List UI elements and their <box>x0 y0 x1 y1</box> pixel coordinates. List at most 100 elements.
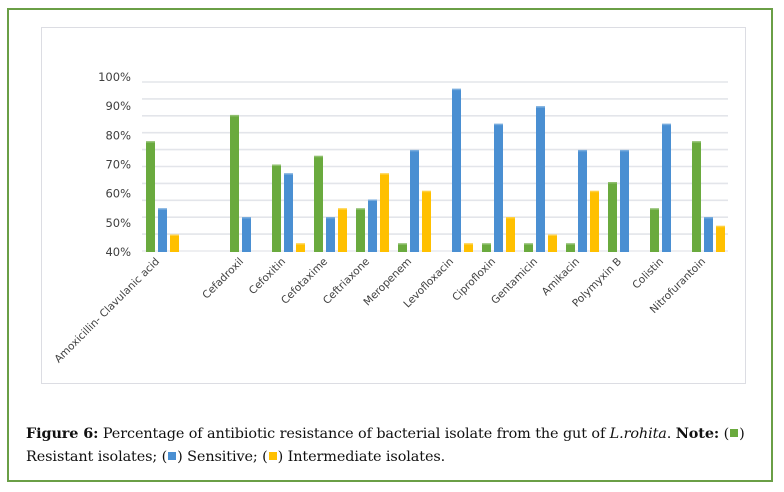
bar-highlight <box>650 208 659 210</box>
bar-resistant <box>314 155 323 252</box>
bar-highlight <box>566 243 575 245</box>
caption-resistant: Resistant isolates; ( <box>26 449 168 465</box>
y-tick-label: 80% <box>105 128 131 142</box>
legend-swatch-resistant <box>730 429 739 437</box>
bar-resistant <box>692 141 701 252</box>
bar-highlight <box>356 208 365 210</box>
x-tick-label: Amikacin <box>540 256 582 298</box>
bar-intermediate <box>338 208 347 252</box>
bar-resistant <box>398 243 407 252</box>
bar-highlight <box>398 243 407 245</box>
bar-resistant <box>608 182 617 252</box>
bar-highlight <box>380 173 389 175</box>
bar-sensitive <box>284 173 293 252</box>
bar-highlight <box>146 141 155 143</box>
x-tick-label: Colistin <box>630 256 666 292</box>
bar-highlight <box>272 164 281 166</box>
bar-highlight <box>422 190 431 193</box>
bar-sensitive <box>578 149 587 252</box>
bar-sensitive <box>242 217 251 252</box>
bar-sensitive <box>662 123 671 253</box>
bar-highlight <box>608 182 617 184</box>
bar-highlight <box>506 217 515 219</box>
legend-swatch-sensitive <box>168 452 177 460</box>
bar-highlight <box>158 208 167 210</box>
x-tick-label: Cefoxitin <box>247 256 288 297</box>
y-axis-ticks: 40% 50% 60% 70% 80% 90% 100% <box>98 70 131 259</box>
bar-highlight <box>662 123 671 126</box>
bar-highlight <box>716 225 725 228</box>
caption-label: Figure 6: <box>26 425 99 442</box>
bar-highlight <box>338 208 347 210</box>
bar-sensitive <box>704 217 713 252</box>
bar-resistant <box>356 208 365 252</box>
bar-intermediate <box>716 225 725 252</box>
caption-text-1: Percentage of antibiotic resistance of b… <box>98 426 610 442</box>
bar-resistant <box>230 114 239 253</box>
bar-highlight <box>482 243 491 245</box>
bar-highlight <box>536 106 545 108</box>
bar-highlight <box>170 234 179 236</box>
bar-highlight <box>524 243 533 245</box>
figure-caption: Figure 6: Percentage of antibiotic resis… <box>26 422 766 469</box>
bar-highlight <box>242 217 251 219</box>
figure-frame <box>7 8 773 482</box>
bar-highlight <box>590 190 599 193</box>
bar-sensitive <box>410 149 419 252</box>
bar-chart: 40% 50% 60% 70% 80% 90% 100% Amoxicillin- Clav… <box>52 70 728 366</box>
bar-highlight <box>704 217 713 219</box>
bar-intermediate <box>464 243 473 252</box>
x-tick-label: Cefadroxil <box>200 256 246 302</box>
bar-highlight <box>368 199 377 201</box>
bar-resistant <box>650 208 659 252</box>
bar-highlight <box>326 217 335 219</box>
y-tick-label: 70% <box>105 158 131 172</box>
bar-resistant <box>482 243 491 252</box>
bars <box>146 88 725 253</box>
y-tick-label: 40% <box>105 245 131 259</box>
y-tick-label: 100% <box>98 70 131 84</box>
bar-sensitive <box>494 123 503 253</box>
bar-highlight <box>410 149 419 152</box>
bar-resistant <box>146 141 155 252</box>
bar-intermediate <box>506 217 515 252</box>
bar-resistant <box>566 243 575 252</box>
caption-close-paren: ) <box>739 426 745 442</box>
bar-sensitive <box>452 88 461 253</box>
y-tick-label: 60% <box>105 187 131 201</box>
gridlines <box>142 81 728 252</box>
caption-note-label: Note: <box>675 425 720 442</box>
bar-resistant <box>524 243 533 252</box>
caption-text-2: . <box>666 426 676 442</box>
y-tick-label: 50% <box>105 216 131 230</box>
bar-highlight <box>620 149 629 152</box>
bar-intermediate <box>296 243 305 252</box>
bar-highlight <box>464 243 473 245</box>
bar-sensitive <box>158 208 167 252</box>
bar-intermediate <box>422 190 431 252</box>
caption-sensitive: ) Sensitive; ( <box>177 449 268 465</box>
caption-intermediate: ) Intermediate isolates. <box>277 449 446 465</box>
bar-sensitive <box>368 199 377 252</box>
bar-intermediate <box>590 190 599 252</box>
bar-sensitive <box>326 217 335 252</box>
bar-highlight <box>578 149 587 152</box>
bar-sensitive <box>620 149 629 252</box>
bar-highlight <box>230 114 239 117</box>
y-tick-label: 90% <box>105 99 131 113</box>
x-tick-label: Amoxicillin- Clavulanic acid <box>52 256 162 366</box>
caption-species: L.rohita <box>609 426 667 442</box>
bar-intermediate <box>170 234 179 252</box>
bar-highlight <box>314 155 323 158</box>
bar-highlight <box>452 88 461 91</box>
bar-highlight <box>548 234 557 236</box>
bar-highlight <box>284 173 293 175</box>
legend-swatch-intermediate <box>268 452 277 460</box>
bar-intermediate <box>380 173 389 252</box>
caption-open-paren: ( <box>719 426 730 442</box>
bar-highlight <box>494 123 503 126</box>
bar-resistant <box>272 164 281 252</box>
bar-intermediate <box>548 234 557 252</box>
bar-sensitive <box>536 106 545 253</box>
bar-highlight <box>296 243 305 245</box>
